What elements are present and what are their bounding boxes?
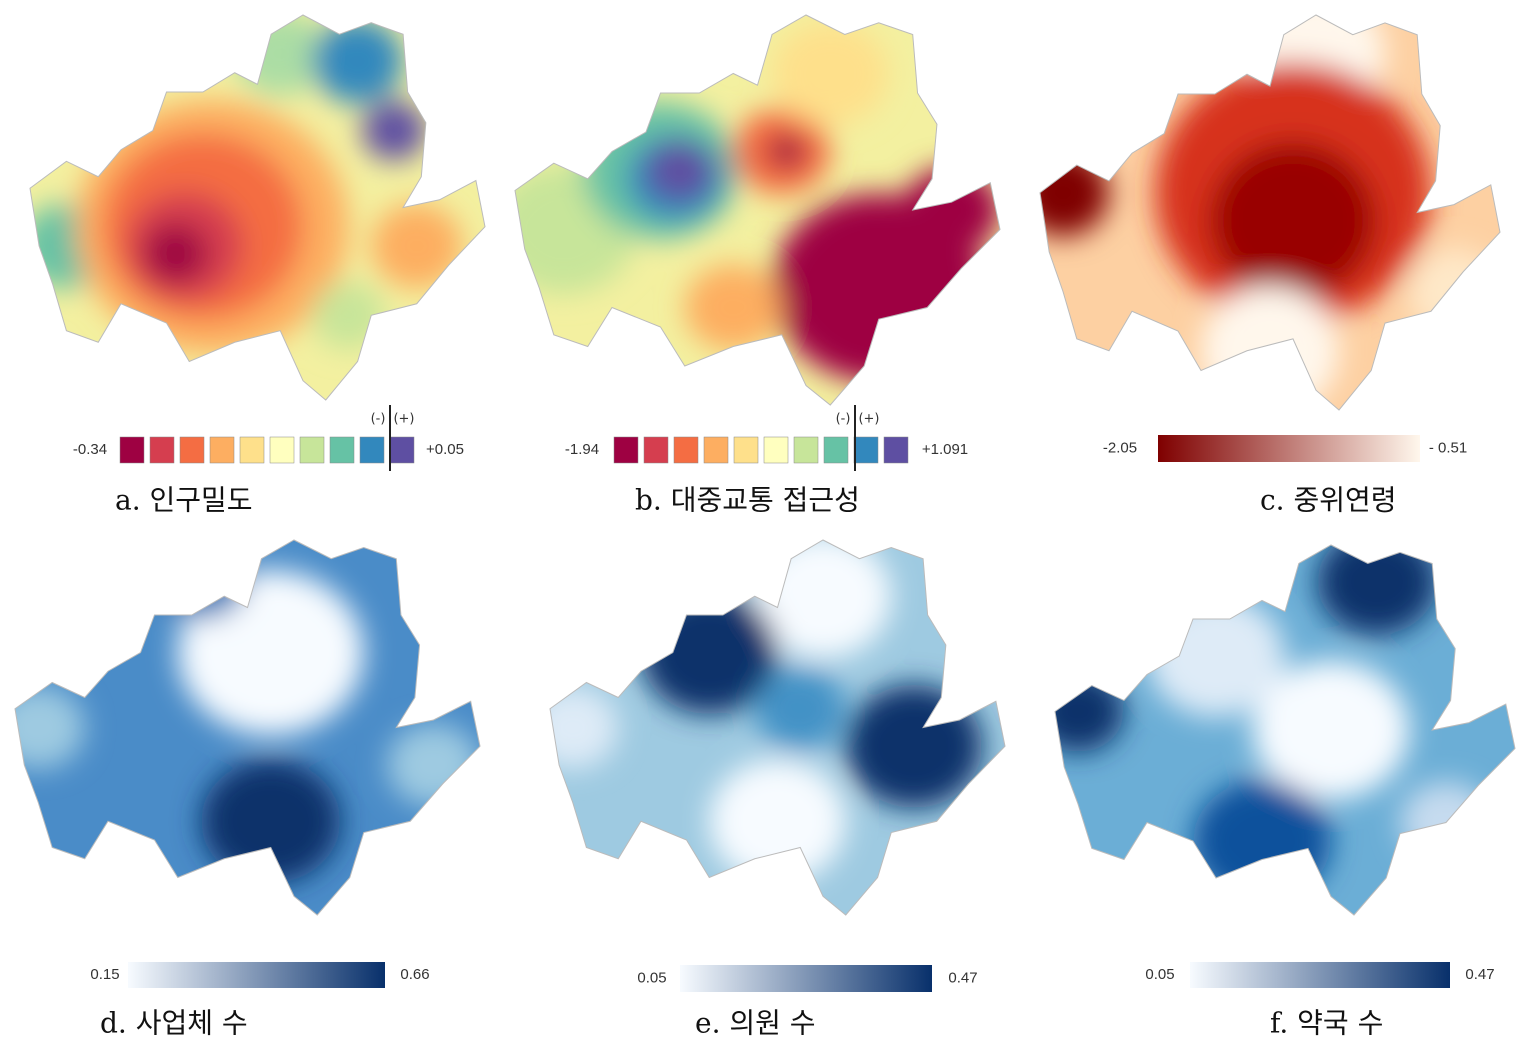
legend-swatch [119, 436, 145, 464]
panel: -1.94 +1.091 (-) (+) b. 대중교통 접근성 [514, 14, 1001, 517]
legend-swatch [613, 436, 639, 464]
map-outline [14, 539, 481, 916]
legend-swatch [793, 436, 819, 464]
legend-swatch [763, 436, 789, 464]
map [30, 15, 485, 400]
caption: e. 의원 수 [695, 1007, 816, 1040]
legend-neg-label: (-) [371, 412, 386, 427]
legend-pos-label: (+) [858, 412, 879, 427]
legend-max-label: - 0.51 [1429, 439, 1467, 456]
map-outline [514, 14, 1001, 406]
legend-swatch [299, 436, 325, 464]
map-outline [549, 539, 1006, 916]
legend-gradient [1158, 435, 1420, 462]
map [550, 540, 1005, 915]
legend-swatch [643, 436, 669, 464]
legend-min-label: 0.15 [90, 966, 119, 983]
legend-gradient [128, 962, 385, 988]
panel: -2.05 - 0.51 c. 중위연령 [1039, 14, 1501, 517]
panel: 0.05 0.47 e. 의원 수 [549, 539, 1006, 1040]
legend-min-label: 0.05 [637, 969, 666, 986]
legend-swatch [209, 436, 235, 464]
panel: 0.05 0.47 f. 약국 수 [1054, 544, 1516, 1040]
legend-min-label: -2.05 [1103, 439, 1137, 456]
panel: 0.15 0.66 d. 사업체 수 [14, 539, 481, 1040]
legend-max-label: +0.05 [426, 441, 464, 458]
map [515, 15, 1000, 405]
legend-max-label: +1.091 [922, 441, 968, 458]
legend-swatch [703, 436, 729, 464]
map [1040, 15, 1500, 410]
legend-swatch [673, 436, 699, 464]
map [15, 540, 480, 915]
legend-swatch [269, 436, 295, 464]
legend-max-label: 0.47 [1465, 966, 1494, 983]
legend-swatch [329, 436, 355, 464]
map [1055, 545, 1515, 915]
map-outline [1054, 544, 1516, 916]
legend-swatch [149, 436, 175, 464]
legend-swatch [883, 436, 909, 464]
map-outline [29, 14, 486, 401]
legend-min-label: -1.94 [565, 441, 599, 458]
legend-gradient [680, 965, 932, 992]
caption: b. 대중교통 접근성 [635, 484, 860, 517]
caption: f. 약국 수 [1270, 1007, 1383, 1040]
legend-swatch [823, 436, 849, 464]
legend-max-label: 0.47 [948, 969, 977, 986]
map-outline [1039, 14, 1501, 411]
legend-swatch [359, 436, 385, 464]
caption: a. 인구밀도 [115, 484, 253, 517]
legend-swatch [389, 436, 415, 464]
legend-swatch [179, 436, 205, 464]
legend-gradient [1190, 962, 1450, 988]
caption: c. 중위연령 [1260, 484, 1397, 517]
caption: d. 사업체 수 [100, 1007, 248, 1040]
panel: -0.34 +0.05 (-) (+) a. 인구밀도 [29, 14, 486, 517]
legend-swatch [733, 436, 759, 464]
legend-swatch [239, 436, 265, 464]
legend-swatch [853, 436, 879, 464]
legend-min-label: 0.05 [1145, 966, 1174, 983]
legend-neg-label: (-) [836, 412, 851, 427]
legend-max-label: 0.66 [400, 966, 429, 983]
legend-pos-label: (+) [393, 412, 414, 427]
legend-min-label: -0.34 [73, 441, 107, 458]
